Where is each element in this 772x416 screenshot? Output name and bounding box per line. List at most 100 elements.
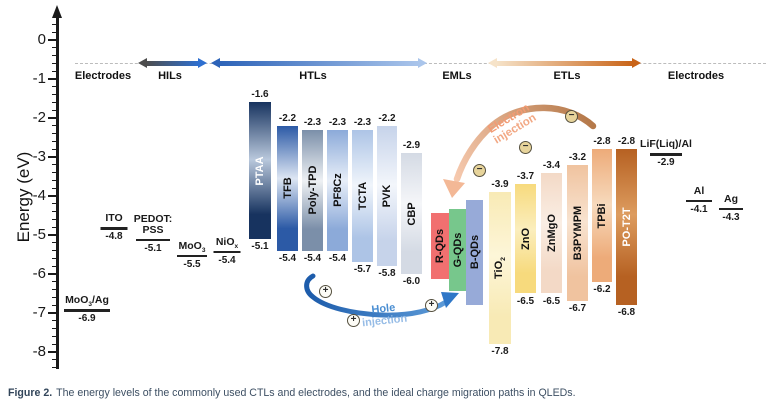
y-axis-tick-label: -3 — [32, 148, 46, 165]
subscript: 3 — [88, 301, 93, 309]
bar-b3pympm — [567, 164, 588, 302]
bar-bottom-value-pf8cz: -5.4 — [328, 252, 347, 264]
bar-tio-2 — [489, 192, 511, 345]
electrode-value-lif-liq-al: -2.9 — [657, 157, 675, 169]
y-axis-major-tick — [48, 77, 57, 81]
y-axis-minor-tick — [51, 23, 57, 26]
y-axis-major-tick — [48, 194, 57, 198]
bar-name-r-qds: R-QDs — [434, 228, 446, 264]
subscript: x — [234, 242, 239, 250]
electrode-name-nio-x: NiOx — [216, 236, 239, 252]
bar-ptaa — [249, 102, 271, 239]
bar-top-value-tio-2: -3.9 — [491, 179, 509, 191]
electrode-name-line: MoO3/Ag — [65, 294, 109, 309]
y-axis-minor-tick — [51, 86, 57, 88]
hole-charge-icon: + — [347, 314, 360, 327]
bar-top-value-znmgo: -3.4 — [542, 159, 561, 171]
electrode-name-line: LiF(Liq)/Al — [640, 138, 692, 151]
y-axis-major-tick — [48, 311, 57, 315]
y-axis-minor-tick — [51, 171, 57, 174]
bar-zno — [515, 184, 536, 294]
region-arrow-hils — [146, 61, 199, 66]
electron-injection-label-line: injection — [491, 111, 539, 147]
bar-r-qds — [431, 212, 449, 280]
region-label-hils-1: HILs — [158, 70, 182, 82]
bar-top-value-b3pympm: -3.2 — [568, 151, 587, 163]
y-axis-major-tick — [48, 38, 57, 42]
electrode-line-lif-liq-al — [650, 153, 682, 156]
electrode-line-ito — [100, 227, 128, 230]
bar-bottom-value-po-t2t: -6.8 — [617, 307, 636, 319]
region-label-electrodes-0: Electrodes — [74, 70, 132, 82]
y-axis-minor-tick — [51, 249, 57, 252]
bar-pvk — [377, 125, 397, 267]
y-axis-minor-tick — [51, 210, 57, 213]
y-axis-minor-tick — [51, 296, 57, 299]
subscript: 3 — [201, 246, 206, 254]
figure-caption-label: Figure 2. — [8, 387, 53, 399]
y-axis-minor-tick — [51, 132, 57, 135]
y-axis-minor-tick — [51, 242, 57, 244]
region-arrow-etls — [496, 61, 633, 66]
bar-name-b-qds: B-QDs — [468, 235, 481, 270]
bar-name-pvk: PVK — [381, 184, 393, 208]
electrode-name-line: PSS — [142, 223, 164, 236]
bar-top-value-tcta: -2.3 — [353, 116, 372, 128]
electrode-name-line: Al — [693, 184, 705, 197]
y-axis-tick-label: 0 — [37, 31, 46, 48]
electrode-name-moo-3-ag: MoO3/Ag — [65, 295, 109, 310]
region-arrow-left-head — [211, 57, 220, 68]
y-axis-minor-tick — [51, 109, 57, 111]
y-axis-minor-tick — [51, 343, 57, 345]
y-axis-minor-tick — [51, 359, 57, 361]
electrode-name-ito: ITO — [105, 213, 122, 224]
bar-tcta — [352, 129, 373, 263]
electrode-name-line: Ag — [724, 192, 738, 205]
y-axis-major-tick — [48, 116, 57, 120]
bar-g-qds — [449, 208, 466, 291]
y-axis-tick-label: -2 — [32, 109, 46, 126]
electrode-line-ag — [719, 207, 743, 211]
electrode-line-nio-x — [213, 250, 241, 254]
region-label-htls-2: HTLs — [299, 70, 327, 82]
bar-po-t2t — [616, 149, 637, 306]
electrode-line-moo-3-ag — [64, 309, 110, 312]
bar-bottom-value-znmgo: -6.5 — [542, 295, 561, 307]
y-axis-minor-tick — [51, 327, 57, 330]
bar-top-value-poly-tpd: -2.3 — [303, 116, 322, 128]
bar-top-value-zno: -3.7 — [516, 171, 535, 183]
electrode-value-al: -4.1 — [690, 203, 708, 215]
region-label-etls-4: ETLs — [553, 70, 581, 82]
electrode-name-line: MoO3 — [178, 239, 206, 254]
y-axis-minor-tick — [51, 366, 57, 369]
electrode-value-ito: -4.8 — [105, 231, 123, 243]
y-axis-minor-tick — [51, 164, 57, 166]
electrode-name-pedot-pss: PEDOT: PSS — [133, 212, 173, 236]
bar-top-value-tfb: -2.2 — [278, 112, 297, 124]
y-axis-minor-tick — [51, 335, 57, 338]
y-axis-minor-tick — [51, 265, 57, 267]
electrode-name-line: PEDOT: — [133, 212, 173, 225]
electrode-value-nio-x: -5.4 — [218, 254, 236, 266]
electrode-value-moo-3-ag: -6.9 — [78, 313, 96, 325]
bar-bottom-value-tio-2: -7.8 — [491, 346, 509, 358]
y-axis-minor-tick — [51, 101, 57, 104]
y-axis-minor-tick — [51, 70, 57, 72]
hole-injection-arrowhead — [441, 292, 459, 308]
bar-top-value-pvk: -2.2 — [378, 112, 396, 124]
bar-name-po-t2t: PO-T2T — [620, 207, 633, 247]
region-arrow-left-head — [138, 57, 147, 68]
bar-name-zno: ZnO — [519, 227, 532, 250]
y-axis-arrowhead — [52, 5, 62, 18]
bar-top-value-po-t2t: -2.8 — [617, 136, 636, 148]
electron-injection-label-line: Electron — [486, 101, 532, 136]
figure-caption: Figure 2. The energy levels of the common… — [8, 387, 766, 399]
bar-bottom-value-tcta: -5.7 — [353, 264, 372, 276]
y-axis-minor-tick — [51, 281, 57, 283]
bar-bottom-value-cbp: -6.0 — [402, 276, 421, 287]
bar-name-tcta: TCTA — [356, 181, 369, 211]
y-axis-minor-tick — [51, 54, 57, 57]
electrode-name-ag: Ag — [724, 192, 738, 205]
